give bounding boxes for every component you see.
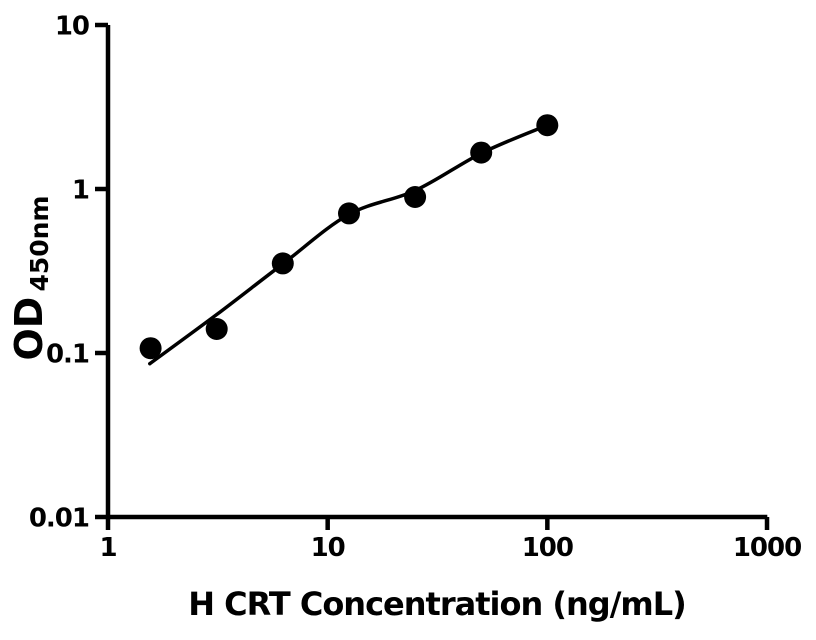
y-tick-label: 1 (72, 176, 89, 206)
x-tick-label: 10 (311, 533, 345, 563)
x-tick-label: 1 (99, 533, 116, 563)
y-axis-title: OD 450nm (7, 196, 54, 361)
data-point (536, 114, 559, 137)
y-tick-label: 10 (55, 12, 89, 42)
data-point (271, 252, 294, 275)
data-point (470, 141, 493, 164)
data-point (338, 202, 360, 225)
data-point (205, 318, 228, 340)
y-tick-label: 0.01 (29, 504, 89, 534)
x-axis-tick-labels: 1 10 100 1000 (99, 533, 802, 563)
data-points (139, 114, 559, 360)
axes (105, 25, 768, 520)
x-axis-title: H CRT Concentration (ng/mL) (188, 585, 685, 623)
data-point (404, 186, 427, 208)
x-tick-label: 100 (522, 533, 573, 563)
y-axis-tick-labels: 10 1 0.1 0.01 (29, 12, 90, 534)
data-point (139, 337, 162, 360)
x-axis-ticks (105, 517, 770, 530)
y-axis-title-main: OD (7, 297, 51, 361)
y-axis-title-subscript: 450nm (25, 196, 54, 292)
y-tick-label: 0.1 (46, 340, 89, 370)
y-axis-ticks (95, 22, 108, 520)
x-tick-label: 1000 (733, 533, 801, 563)
